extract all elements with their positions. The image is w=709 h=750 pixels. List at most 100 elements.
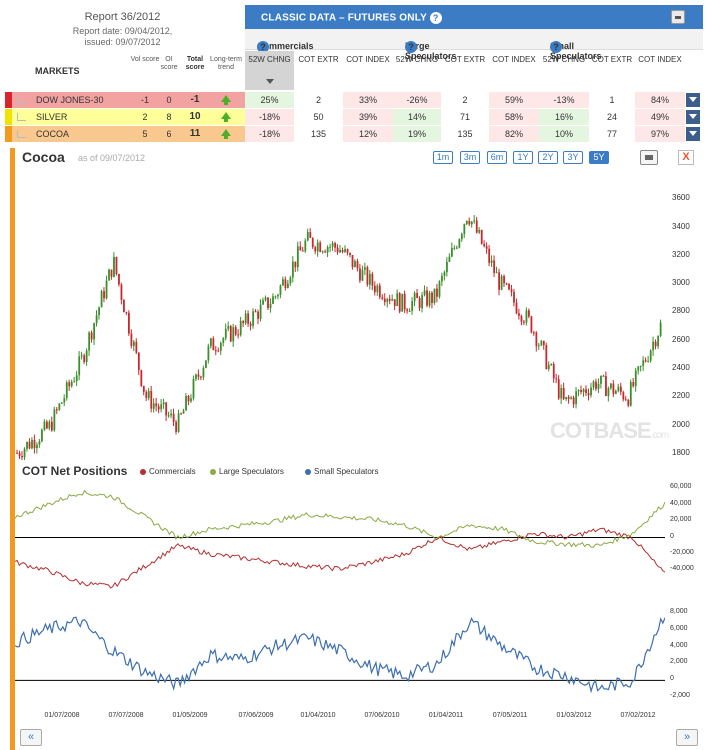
candle-body [463,224,466,235]
candle-body [254,311,257,313]
col-c-extr[interactable]: COT EXTR [298,55,339,64]
small-spec-chart [15,616,665,694]
cell-s_index: 84% [635,92,685,108]
candle-body [431,292,433,304]
candle-body [505,283,508,285]
candle-body [78,356,81,376]
col-s-chng[interactable]: 52W CHNG [542,55,586,64]
candle-body [242,320,245,324]
col-c-chng[interactable]: 52W CHNG [248,55,291,64]
candle-body [177,413,180,432]
candle-body [642,360,645,366]
candle-body [590,387,592,396]
price-tick-label: 2000 [672,419,690,429]
candle-body [326,247,329,253]
market-name[interactable]: COCOA [36,129,70,139]
candle-body [279,285,282,295]
candle-body [493,260,496,273]
col-l-index[interactable]: COT INDEX [492,55,536,64]
large-line [15,489,665,548]
price-tick-label: 3000 [672,278,690,288]
prev-button[interactable]: « [20,729,42,746]
print-icon[interactable] [640,150,658,165]
candle-body [237,334,240,336]
candle-body [222,338,225,343]
report-date: Report date: 09/04/2012, [72,26,173,36]
table-row[interactable]: DOW JONES-30 -1 0 -1 25% 2 33% -26% 2 59% -13% 1 84% [0,92,709,108]
table-row[interactable]: SILVER 2 8 10 -18% 50 39% 14% 71 58% 16% 24 49% [0,109,709,125]
col-l-extr[interactable]: COT EXTR [444,55,486,64]
expand-row-button[interactable] [686,93,700,107]
help-icon[interactable]: ? [429,12,442,24]
candle-body [361,269,364,281]
candle-body [500,276,503,290]
range-3m-button[interactable]: 3m [460,151,480,164]
col-s-extr[interactable]: COT EXTR [591,55,633,64]
candle-body [386,298,389,303]
candle-body [284,279,287,288]
cell-c_index: 33% [343,92,393,108]
score-oi: 0 [166,95,172,105]
range-5Y-button[interactable]: 5Y [589,151,609,164]
candle-body [443,272,446,276]
candle-body [135,341,138,353]
candle-body [287,283,289,288]
trend-up-stem [224,118,228,122]
candle-body [528,310,530,317]
range-6m-button[interactable]: 6m [487,151,507,164]
range-1m-button[interactable]: 1m [433,151,453,164]
row-background [5,109,245,125]
market-name[interactable]: DOW JONES-30 [36,95,104,105]
candle-body [21,456,23,458]
candle-body [304,240,307,252]
help-icon[interactable]: ? [405,41,417,53]
candle-body [259,304,262,319]
candle-body [614,391,617,394]
price-tick-label: 1800 [672,447,690,457]
candle-body [33,439,36,449]
cell-l_index: 59% [489,92,539,108]
sort-desc-icon[interactable] [266,79,274,84]
help-icon[interactable]: ? [257,41,269,53]
candle-body [652,341,655,351]
candle-body [75,375,78,382]
candle-body [495,272,498,274]
candle-body [490,260,493,263]
col-s-index[interactable]: COT INDEX [638,55,682,64]
score-vol: -1 [140,95,149,105]
range-1Y-button[interactable]: 1Y [513,151,533,164]
col-c-index[interactable]: COT INDEX [346,55,390,64]
candle-body [309,232,312,238]
candle-body [93,323,96,340]
candle-body [180,413,182,415]
candle-body [55,409,58,411]
print-icon[interactable] [671,10,685,24]
candle-body [416,292,419,299]
x-axis-label: 07/05/2011 [492,712,528,719]
small-tick-label: 6,000 [670,624,688,632]
candle-body [257,311,260,319]
candle-body [455,247,458,249]
x-axis-label: 07/06/2009 [238,712,274,719]
candle-body [339,249,341,253]
small-line [15,616,665,694]
help-icon[interactable]: ? [550,41,562,53]
candle-body [523,321,525,323]
range-2Y-button[interactable]: 2Y [538,151,558,164]
expand-row-button[interactable] [686,110,700,124]
candle-body [98,307,100,316]
price-tick-label: 2600 [672,334,690,344]
col-l-chng[interactable]: 52W CHNG [395,55,439,64]
candle-body [403,293,406,310]
market-name[interactable]: SILVER [36,112,68,122]
expand-row-button[interactable] [686,127,700,141]
cell-l_index: 82% [489,126,539,142]
range-3Y-button[interactable]: 3Y [563,151,583,164]
candle-body [85,350,88,362]
close-button[interactable]: X [678,150,694,165]
candle-body [90,332,93,340]
candle-body [359,268,361,281]
next-button[interactable]: » [676,729,698,746]
candle-body [423,290,426,296]
table-row[interactable]: COCOA 5 6 11 -18% 135 12% 19% 135 82% 10% 77 97% [0,126,709,142]
